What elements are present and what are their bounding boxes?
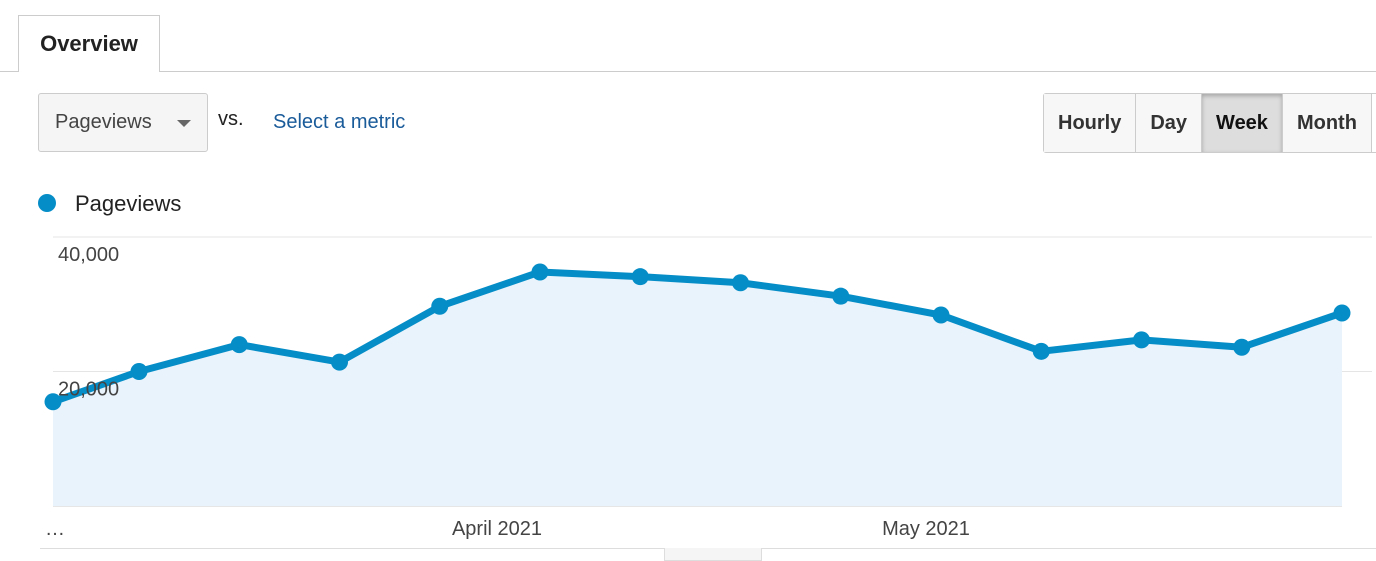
period-button[interactable]: Hourly [1044, 94, 1137, 152]
expand-handle[interactable] [664, 548, 762, 561]
caret [177, 120, 191, 127]
y-tick-label: 40,000 [58, 244, 119, 266]
point [832, 287, 850, 305]
legend-dot [38, 194, 56, 212]
point [531, 263, 549, 281]
point [1333, 304, 1351, 322]
overview-tab[interactable]: Overview [18, 15, 160, 72]
vs-label: vs. [218, 108, 244, 130]
y-tick-label: 20,000 [58, 379, 119, 401]
point [631, 268, 649, 286]
area [53, 271, 1342, 506]
x-label: April 2021 [452, 518, 542, 540]
period-buttons: Hourly Day Week Month [1043, 93, 1376, 153]
point [932, 306, 950, 324]
legend-label: Pageviews [75, 191, 181, 216]
x-label: May 2021 [882, 518, 970, 540]
point [431, 297, 449, 315]
period-button[interactable]: Week [1202, 94, 1283, 152]
point [331, 353, 348, 371]
metric-label: Pageviews [55, 111, 152, 133]
select-metric-link[interactable]: Select a metric [273, 111, 406, 133]
point [1233, 338, 1251, 356]
point [732, 274, 749, 292]
x-label: … [45, 518, 65, 540]
tab-divider [0, 71, 1376, 72]
point [1133, 331, 1150, 349]
point [130, 363, 148, 380]
line [51, 268, 1344, 406]
period-button[interactable]: Day [1136, 94, 1203, 152]
point [44, 393, 62, 411]
point [1032, 342, 1050, 360]
point [230, 336, 248, 354]
period-button[interactable]: Month [1282, 94, 1372, 152]
metric-dropdown[interactable]: Pageviews [38, 93, 208, 152]
